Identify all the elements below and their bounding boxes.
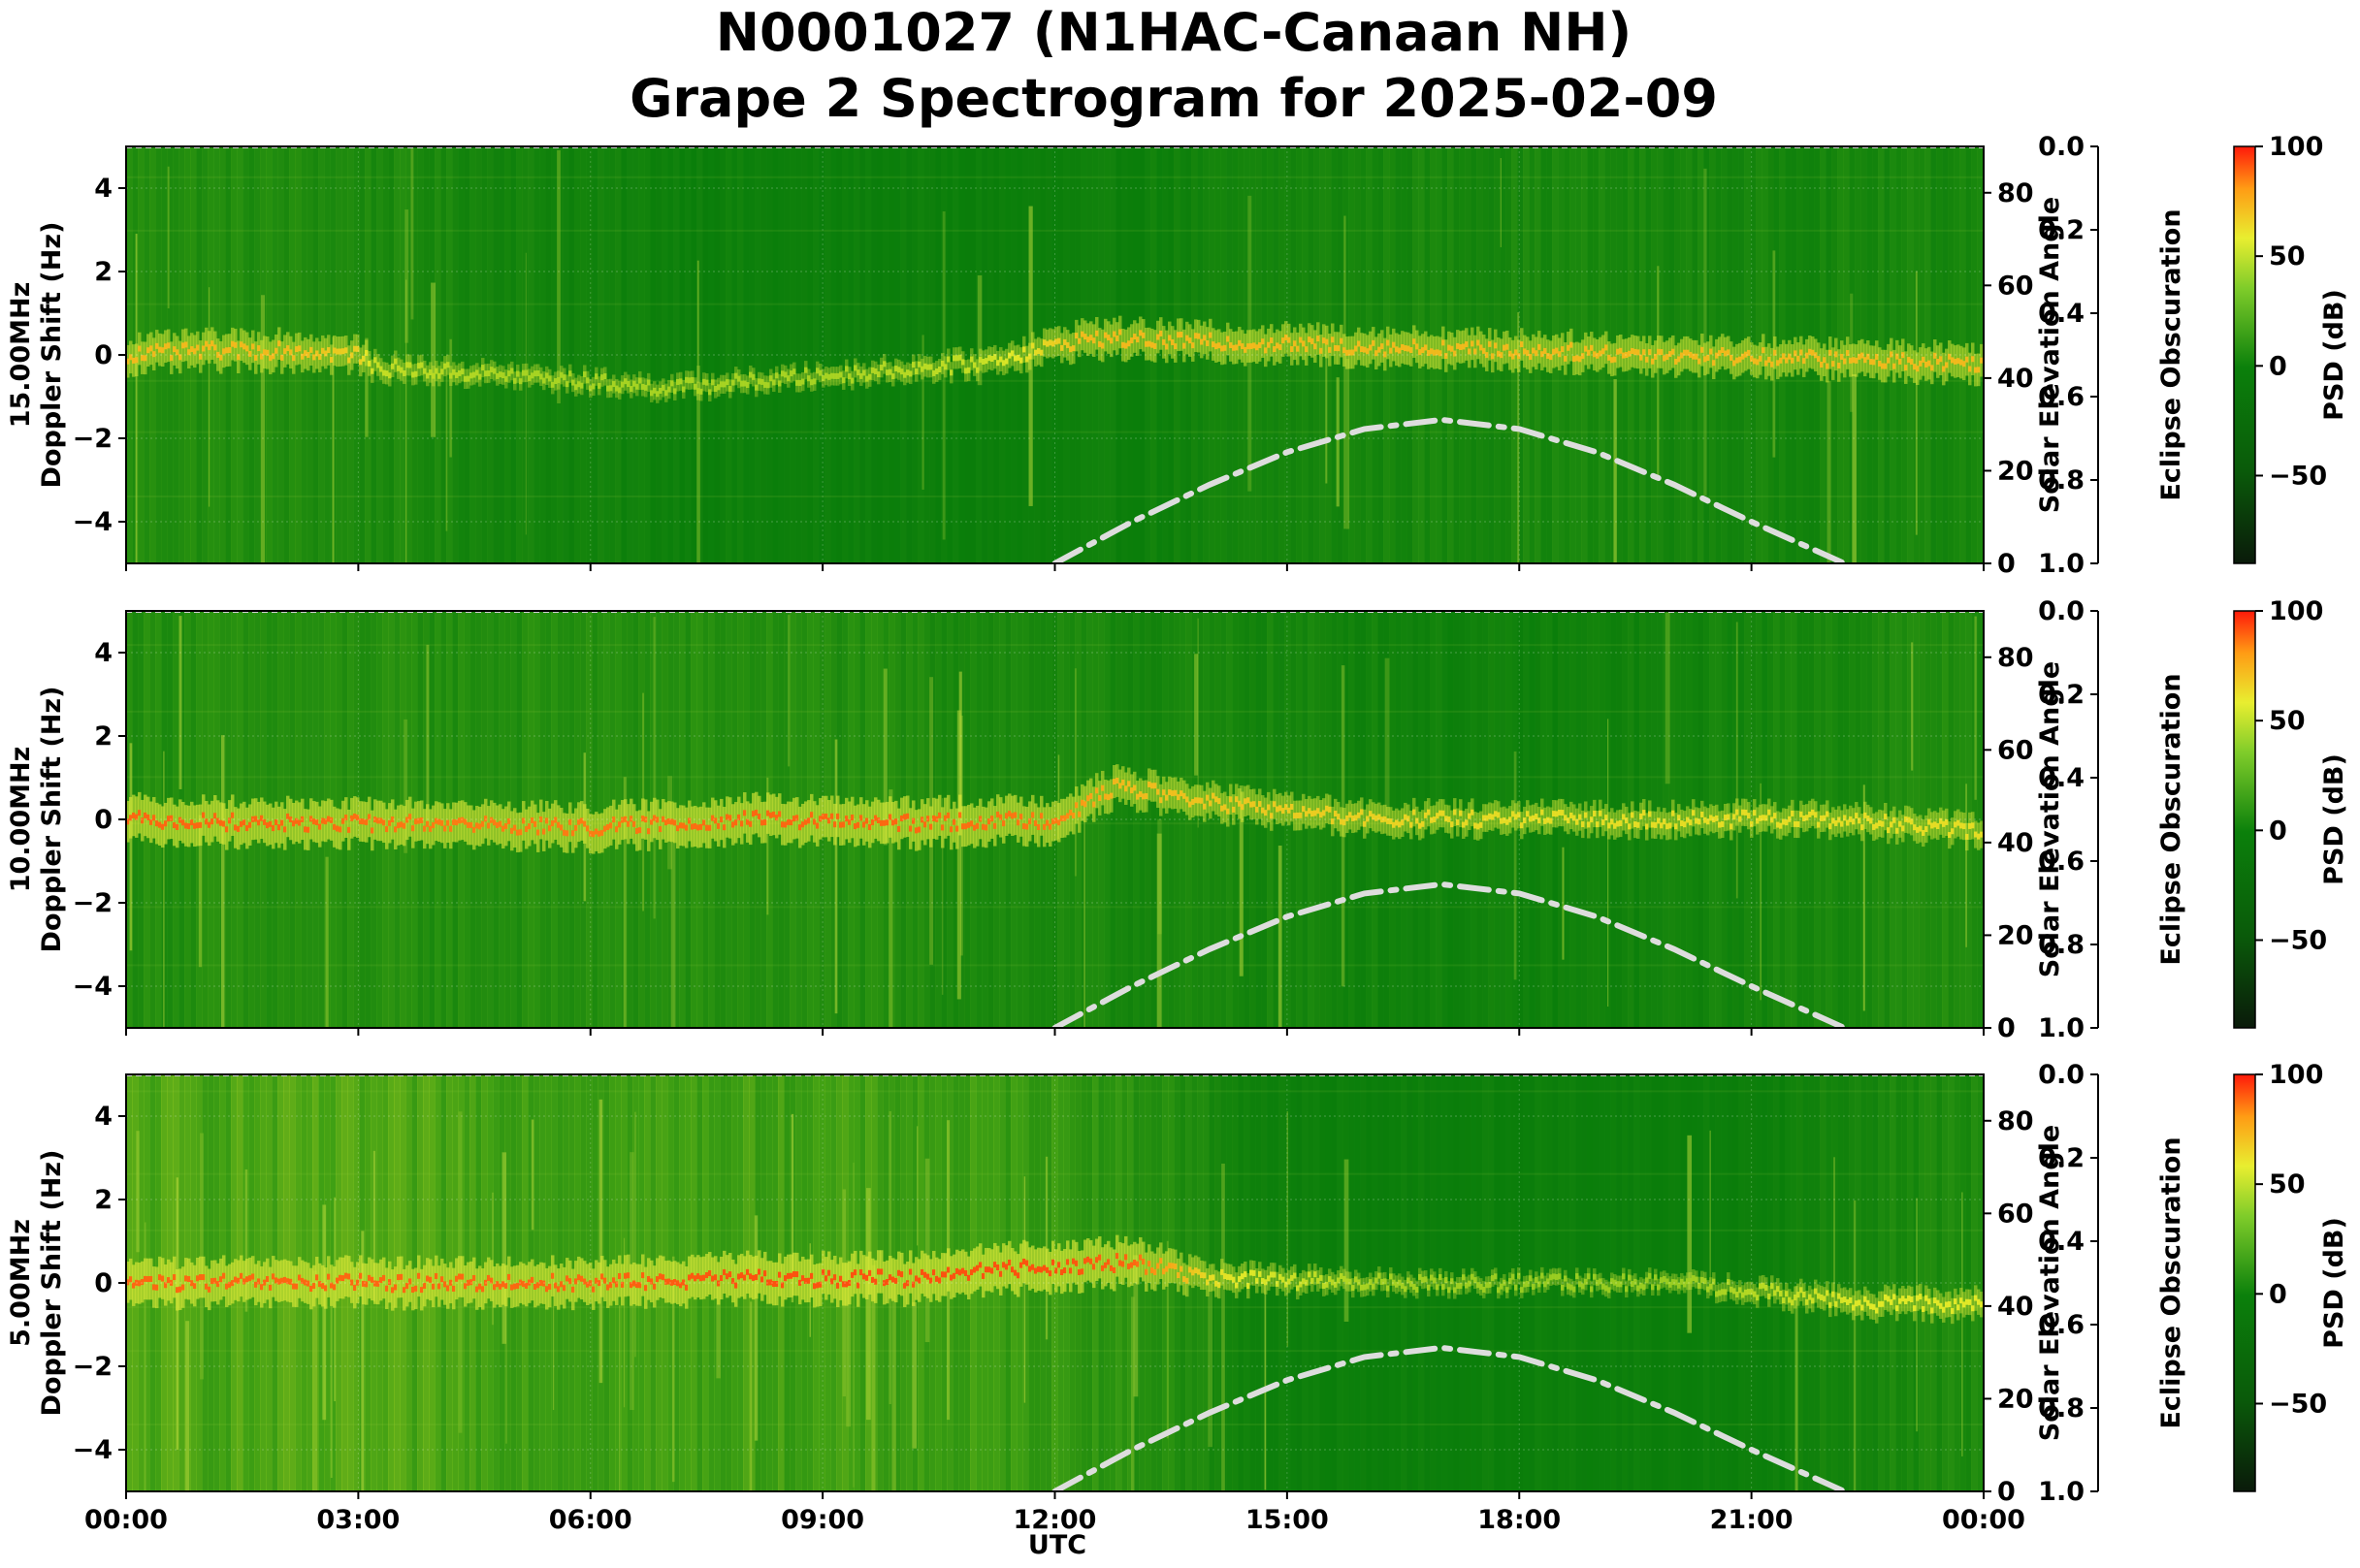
y-axis-label: Doppler Shift (Hz)	[37, 1150, 67, 1417]
y2-tick-label: 20	[1997, 456, 2034, 486]
y2-tick-label: 0	[1997, 1477, 2016, 1507]
y2-tick-label: 20	[1997, 1384, 2034, 1414]
y-tick-label: 2	[94, 257, 113, 287]
frequency-label: 5.00MHz	[6, 1219, 36, 1347]
y-tick-label: 4	[94, 638, 113, 668]
psd-colorbar	[2234, 1074, 2255, 1491]
eclipse-axis-label: Eclipse Obscuration	[2156, 208, 2186, 500]
cbar-tick-label: −50	[2269, 1389, 2327, 1419]
x-tick-label: 09:00	[781, 1505, 864, 1535]
y-tick-label: 0	[94, 340, 113, 370]
x-tick-label: 06:00	[549, 1505, 632, 1535]
eclipse-tick-label: 0.8	[2038, 930, 2085, 960]
cbar-tick-label: −50	[2269, 461, 2327, 491]
y-tick-label: 2	[94, 1185, 113, 1215]
eclipse-tick-label: 0.4	[2038, 299, 2085, 329]
y2-tick-label: 0	[1997, 1013, 2016, 1043]
psd-colorbar	[2234, 146, 2255, 563]
cbar-tick-label: 100	[2269, 1060, 2323, 1090]
cbar-tick-label: 0	[2269, 351, 2287, 381]
x-tick-label: 21:00	[1710, 1505, 1794, 1535]
frequency-label: 15.00MHz	[6, 282, 36, 429]
y2-tick-label: 20	[1997, 920, 2034, 950]
y-tick-label: −4	[73, 972, 113, 1002]
eclipse-tick-label: 0.6	[2038, 382, 2085, 412]
chart-title-line1: N0001027 (N1HAC-Canaan NH)	[716, 2, 1632, 63]
eclipse-axis-label: Eclipse Obscuration	[2156, 1136, 2186, 1428]
eclipse-tick-label: 0.6	[2038, 1310, 2085, 1340]
x-tick-label: 00:00	[84, 1505, 168, 1535]
y-tick-label: 2	[94, 721, 113, 752]
x-tick-label: 15:00	[1245, 1505, 1329, 1535]
eclipse-tick-label: 0.2	[2038, 680, 2085, 710]
psd-colorbar	[2234, 611, 2255, 1028]
y-tick-label: 4	[94, 174, 113, 204]
cbar-tick-label: 0	[2269, 816, 2287, 846]
y-tick-label: −2	[73, 1352, 113, 1382]
colorbar-label: PSD (dB)	[2319, 753, 2349, 885]
y2-tick-label: 80	[1997, 643, 2034, 673]
x-axis-label: UTC	[1028, 1530, 1086, 1560]
y2-tick-label: 40	[1997, 1292, 2034, 1322]
cbar-tick-label: 100	[2269, 596, 2323, 626]
frequency-label: 10.00MHz	[6, 747, 36, 893]
eclipse-tick-label: 0.4	[2038, 1227, 2085, 1257]
colorbar-label: PSD (dB)	[2319, 289, 2349, 421]
eclipse-tick-label: 0.8	[2038, 1393, 2085, 1424]
eclipse-tick-label: 0.0	[2038, 1060, 2085, 1090]
eclipse-tick-label: 1.0	[2038, 549, 2085, 579]
y-axis-label: Doppler Shift (Hz)	[37, 687, 67, 953]
y2-tick-label: 80	[1997, 1106, 2034, 1136]
y-tick-label: −4	[73, 1435, 113, 1465]
y2-tick-label: 80	[1997, 178, 2034, 208]
eclipse-tick-label: 1.0	[2038, 1477, 2085, 1507]
y2-tick-label: 60	[1997, 271, 2034, 301]
y-tick-label: 0	[94, 805, 113, 835]
y-tick-label: −2	[73, 888, 113, 918]
eclipse-tick-label: 0.8	[2038, 465, 2085, 496]
eclipse-tick-label: 0.2	[2038, 215, 2085, 245]
y-axis-label: Doppler Shift (Hz)	[37, 222, 67, 489]
eclipse-tick-label: 0.2	[2038, 1143, 2085, 1173]
y2-tick-label: 60	[1997, 1199, 2034, 1229]
cbar-tick-label: 50	[2269, 241, 2306, 272]
y-tick-label: 4	[94, 1102, 113, 1132]
y2-tick-label: 40	[1997, 364, 2034, 394]
y2-tick-label: 60	[1997, 735, 2034, 765]
y2-tick-label: 40	[1997, 828, 2034, 858]
y2-tick-label: 0	[1997, 549, 2016, 579]
x-tick-label: 03:00	[316, 1505, 400, 1535]
x-tick-label: 00:00	[1942, 1505, 2025, 1535]
cbar-tick-label: 0	[2269, 1279, 2287, 1309]
eclipse-tick-label: 1.0	[2038, 1013, 2085, 1043]
colorbar-label: PSD (dB)	[2319, 1217, 2349, 1349]
eclipse-tick-label: 0.0	[2038, 132, 2085, 162]
cbar-tick-label: 100	[2269, 132, 2323, 162]
y-tick-label: −4	[73, 507, 113, 537]
cbar-tick-label: 50	[2269, 706, 2306, 736]
chart-title-line2: Grape 2 Spectrogram for 2025-02-09	[630, 68, 1718, 129]
eclipse-tick-label: 0.6	[2038, 847, 2085, 877]
eclipse-tick-label: 0.0	[2038, 596, 2085, 626]
eclipse-axis-label: Eclipse Obscuration	[2156, 673, 2186, 965]
x-tick-label: 18:00	[1477, 1505, 1561, 1535]
y-tick-label: 0	[94, 1268, 113, 1298]
y-tick-label: −2	[73, 424, 113, 454]
cbar-tick-label: −50	[2269, 925, 2327, 955]
eclipse-tick-label: 0.4	[2038, 763, 2085, 793]
cbar-tick-label: 50	[2269, 1169, 2306, 1200]
